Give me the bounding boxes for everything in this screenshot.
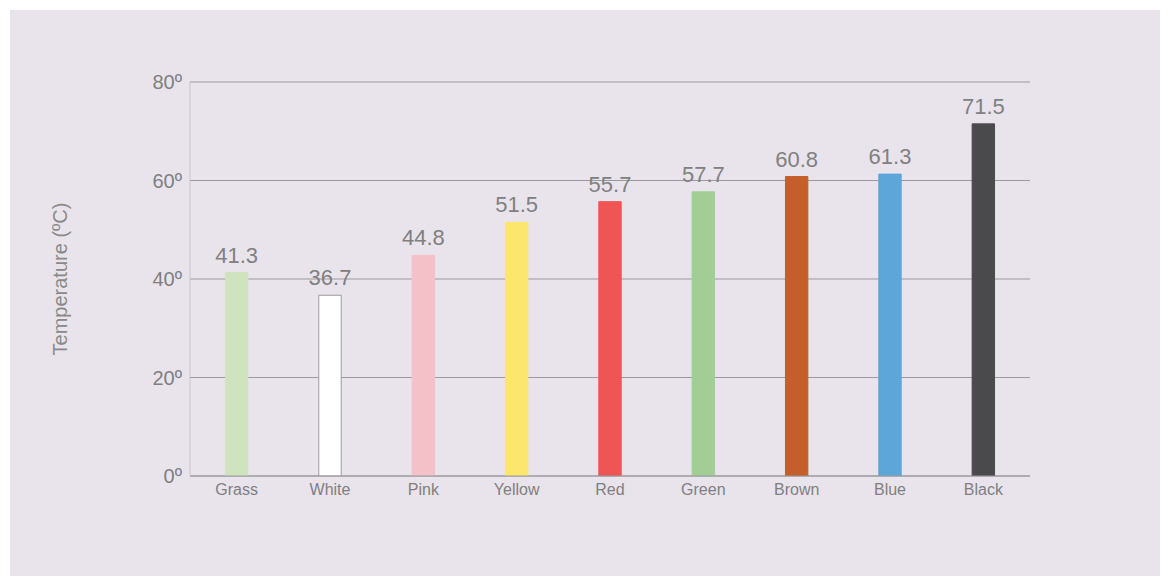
svg-text:Black: Black	[964, 481, 1004, 498]
svg-text:71.5: 71.5	[962, 94, 1005, 119]
svg-text:41.3: 41.3	[215, 243, 258, 268]
svg-text:60.8: 60.8	[775, 147, 818, 172]
svg-text:51.5: 51.5	[495, 192, 538, 217]
svg-text:White: White	[310, 481, 351, 498]
svg-text:Yellow: Yellow	[494, 481, 540, 498]
svg-text:36.7: 36.7	[309, 265, 352, 290]
svg-text:61.3: 61.3	[869, 144, 912, 169]
svg-text:40º: 40º	[152, 268, 182, 290]
svg-text:Green: Green	[681, 481, 725, 498]
svg-text:80º: 80º	[152, 71, 182, 93]
svg-text:44.8: 44.8	[402, 225, 445, 250]
svg-text:Red: Red	[595, 481, 624, 498]
svg-text:Temperature (ºC): Temperature (ºC)	[49, 203, 71, 356]
svg-text:Pink: Pink	[408, 481, 440, 498]
svg-text:60º: 60º	[152, 170, 182, 192]
svg-text:Blue: Blue	[874, 481, 906, 498]
svg-text:57.7: 57.7	[682, 162, 725, 187]
svg-text:Grass: Grass	[215, 481, 258, 498]
svg-text:20º: 20º	[152, 367, 182, 389]
svg-text:55.7: 55.7	[589, 172, 632, 197]
svg-text:Brown: Brown	[774, 481, 819, 498]
svg-text:0º: 0º	[164, 465, 183, 487]
